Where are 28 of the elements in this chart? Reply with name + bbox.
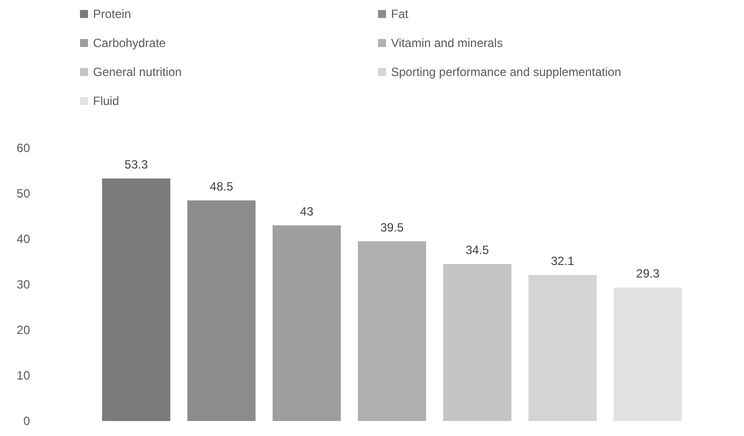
data-label: 48.5 [210,179,234,194]
bar [358,241,426,421]
y-tick-label: 20 [16,323,30,337]
y-tick-label: 40 [16,232,30,246]
bar [187,200,256,421]
data-label: 39.5 [380,220,404,234]
data-label: 34.5 [466,243,490,258]
y-tick-label: 50 [16,186,30,200]
legend-label: Protein [93,7,132,21]
y-tick-label: 0 [23,414,30,428]
legend-label: General nutrition [93,65,182,79]
data-label: 53.3 [124,157,148,172]
legend-label: Sporting performance and supplementation [391,65,622,79]
data-label: 29.3 [636,266,660,281]
y-tick-label: 10 [16,368,30,382]
legend-label: Carbohydrate [93,36,166,50]
legend-label: Fat [391,7,410,21]
bar [272,225,341,421]
data-label: 43 [300,204,314,218]
legend-label: Fluid [93,94,120,108]
legend-label: Vitamin and minerals [391,36,503,50]
data-label: 32.1 [550,254,575,268]
y-tick-label: 60 [16,141,30,155]
bar [614,288,682,421]
y-tick-label: 30 [16,278,30,292]
bar [528,274,597,421]
bar [102,178,170,421]
bar [443,264,512,421]
